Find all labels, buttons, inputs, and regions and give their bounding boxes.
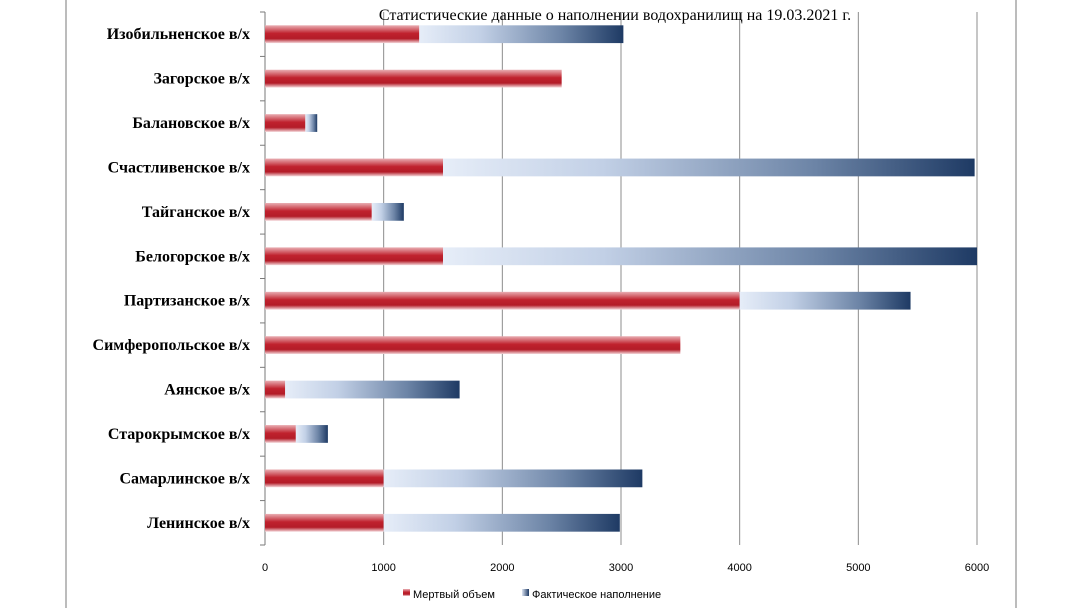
bar-dead-volume (265, 247, 443, 266)
category-label: Старокрымское в/х (108, 426, 250, 443)
x-tick-label: 2000 (490, 562, 514, 574)
category-labels: Изобильненское в/х Загорское в/х Балановск… (93, 26, 250, 532)
bar-actual-fill (419, 25, 624, 44)
category-label: Аянское в/х (164, 382, 250, 399)
bar-actual-fill (739, 291, 911, 310)
category-label: Партизанское в/х (124, 293, 250, 310)
category-label: Изобильненское в/х (107, 26, 250, 43)
x-tick-label: 6000 (965, 562, 989, 574)
gridlines (260, 11, 978, 546)
bar-dead-volume (265, 336, 681, 355)
bar-actual-fill (383, 469, 643, 488)
bar-dead-volume (265, 469, 384, 488)
bar-actual-fill (443, 247, 977, 266)
bar-dead-volume (265, 513, 384, 532)
category-label: Загорское в/х (153, 71, 250, 88)
category-label: Ленинское в/х (147, 515, 250, 532)
bar-dead-volume (265, 69, 562, 88)
x-tick-label: 1000 (371, 562, 395, 574)
legend-label-actual-fill: Фактическое наполнение (532, 589, 661, 601)
x-tick-label: 0 (262, 562, 268, 574)
bar-actual-fill (443, 158, 975, 177)
category-label: Балановское в/х (132, 115, 250, 132)
bar-actual-fill (295, 425, 328, 443)
bar-dead-volume (265, 425, 296, 443)
bar-dead-volume (265, 25, 420, 44)
category-label: Белогорское в/х (135, 248, 250, 265)
x-tick-label: 4000 (727, 562, 751, 574)
legend: Мертвый объем Фактическое наполнение (403, 589, 661, 601)
bar-dead-volume (265, 202, 372, 221)
category-label: Счастливенское в/х (108, 159, 250, 176)
category-label: Самарлинское в/х (119, 470, 250, 487)
bar-actual-fill (305, 114, 318, 132)
legend-swatch-actual-fill (522, 589, 529, 596)
legend-label-dead-volume: Мертвый объем (413, 589, 495, 601)
bars-group (265, 25, 977, 532)
bar-actual-fill (383, 513, 620, 532)
bar-dead-volume (265, 114, 306, 132)
x-tick-label: 3000 (609, 562, 633, 574)
x-axis-tick-labels: 0 1000 2000 3000 4000 5000 6000 (262, 562, 989, 574)
bar-dead-volume (265, 291, 740, 310)
legend-swatch-dead-volume (403, 589, 410, 596)
chart-title: Статистические данные о наполнении водох… (379, 7, 851, 24)
bar-dead-volume (265, 158, 443, 177)
x-tick-label: 5000 (846, 562, 870, 574)
category-label: Тайганское в/х (142, 204, 250, 221)
bar-actual-fill (371, 202, 404, 221)
bar-actual-fill (285, 380, 460, 399)
category-label: Симферопольское в/х (93, 337, 250, 354)
bar-dead-volume (265, 380, 286, 399)
